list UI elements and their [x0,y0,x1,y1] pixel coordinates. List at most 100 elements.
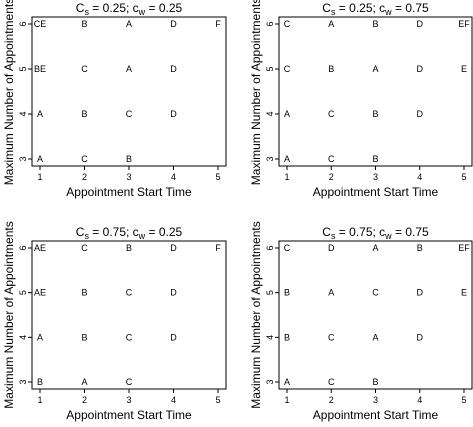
data-point-label: B [81,19,87,29]
data-point-label: BE [34,64,46,74]
x-tick-label: 3 [126,172,131,182]
data-point-label: F [215,243,221,253]
x-tick-label: 4 [417,172,422,182]
x-tick-label: 4 [171,395,176,405]
chart-panel-2: Cs = 0.25; cw = 0.75 1 2 3 4 5 3 4 5 6 Appointment… [249,0,473,199]
y-tick-label: 4 [265,111,275,116]
chart-panel-4: Cs = 0.75; cw = 0.75 1 2 3 4 5 3 4 5 6 Appointment… [249,221,473,422]
data-point-label: C [328,332,335,342]
y-tick-label: 5 [265,66,275,71]
data-point-label: C [126,332,133,342]
data-point-label: B [284,288,290,298]
data-point-label: A [328,288,334,298]
x-tick-label: 2 [82,395,87,405]
data-point-label: B [37,377,43,387]
plot-frame [278,16,473,167]
data-point-label: C [328,109,335,119]
title-part-C: C [322,1,331,15]
x-tick-label: 3 [373,172,378,182]
x-tick-label: 3 [126,395,131,405]
data-point-label: C [284,243,291,253]
y-tick-label: 4 [265,335,275,340]
y-tick-label: 4 [18,111,28,116]
data-point-label: A [37,154,43,164]
y-tick-label: 5 [265,290,275,295]
data-point-label: B [284,332,290,342]
data-point-label: A [37,109,43,119]
title-part-tail: = 0.25 [145,1,182,15]
y-axis-title: Maximum Number of Appointments [249,0,263,185]
chart-panel-3: Cs = 0.75; cw = 0.25 1 2 3 4 5 3 4 5 6 Appointment… [2,221,227,422]
y-axis-title: Maximum Number of Appointments [2,221,16,408]
x-tick-label: 1 [37,395,42,405]
title-part-s: s [331,7,336,17]
data-point-label: B [81,332,87,342]
title-part-C: C [76,225,85,239]
data-point-label: B [126,154,132,164]
x-tick-label: 1 [284,395,289,405]
data-point-label: D [170,288,177,298]
title-part-mid: = 0.25; c [89,1,139,15]
title-part-mid: = 0.25; c [335,1,385,15]
data-point-label: E [461,64,467,74]
x-axis-title: Appointment Start Time [313,185,439,199]
panel-title: Cs = 0.25; cw = 0.75 [322,1,429,17]
data-point-label: D [170,109,177,119]
title-part-w: w [138,231,146,241]
data-point-label: C [126,377,133,387]
data-point-label: A [126,64,132,74]
data-point-label: D [170,332,177,342]
title-part-s: s [331,231,336,241]
data-point-label: A [81,377,87,387]
y-axis-title: Maximum Number of Appointments [2,0,16,185]
data-point-label: D [170,243,177,253]
title-part-tail: = 0.75 [392,225,429,239]
data-point-label: D [170,19,177,29]
data-point-label: D [328,243,335,253]
x-tick-label: 4 [417,395,422,405]
title-part-w: w [384,231,392,241]
title-part-C: C [322,225,331,239]
data-point-label: C [328,154,335,164]
title-part-w: w [138,7,146,17]
x-axis-title: Appointment Start Time [66,185,192,199]
data-point-label: B [81,288,87,298]
panel-title: Cs = 0.75; cw = 0.25 [76,225,183,241]
data-point-label: C [81,64,88,74]
x-tick-label: 1 [37,172,42,182]
plot-frame [31,240,227,390]
x-tick-label: 3 [373,395,378,405]
y-tick-label: 6 [265,245,275,250]
data-point-label: AE [34,243,46,253]
data-point-label: F [215,19,221,29]
data-point-label: A [284,109,290,119]
data-point-label: B [81,109,87,119]
data-point-label: B [417,243,423,253]
panel-title: Cs = 0.75; cw = 0.75 [322,225,429,241]
y-tick-label: 6 [265,21,275,26]
y-axis-title: Maximum Number of Appointments [249,221,263,408]
data-point-label: B [372,154,378,164]
y-tick-label: 6 [18,245,28,250]
data-point-label: B [372,109,378,119]
plot-frame [278,240,473,390]
data-point-label: A [126,19,132,29]
data-point-label: B [328,64,334,74]
data-point-label: AE [34,288,46,298]
y-tick-label: 5 [18,290,28,295]
data-point-label: C [81,243,88,253]
data-point-label: C [372,288,379,298]
y-tick-label: 3 [18,379,28,384]
x-tick-label: 2 [329,395,334,405]
plot-frame [31,16,227,167]
data-point-label: C [284,19,291,29]
data-point-label: D [417,109,424,119]
x-tick-label: 5 [461,395,466,405]
data-point-label: A [284,377,290,387]
data-point-label: C [126,109,133,119]
title-part-mid: = 0.75; c [89,225,139,239]
x-tick-label: 4 [171,172,176,182]
data-point-label: C [126,288,133,298]
data-point-label: B [372,377,378,387]
title-part-s: s [84,231,89,241]
